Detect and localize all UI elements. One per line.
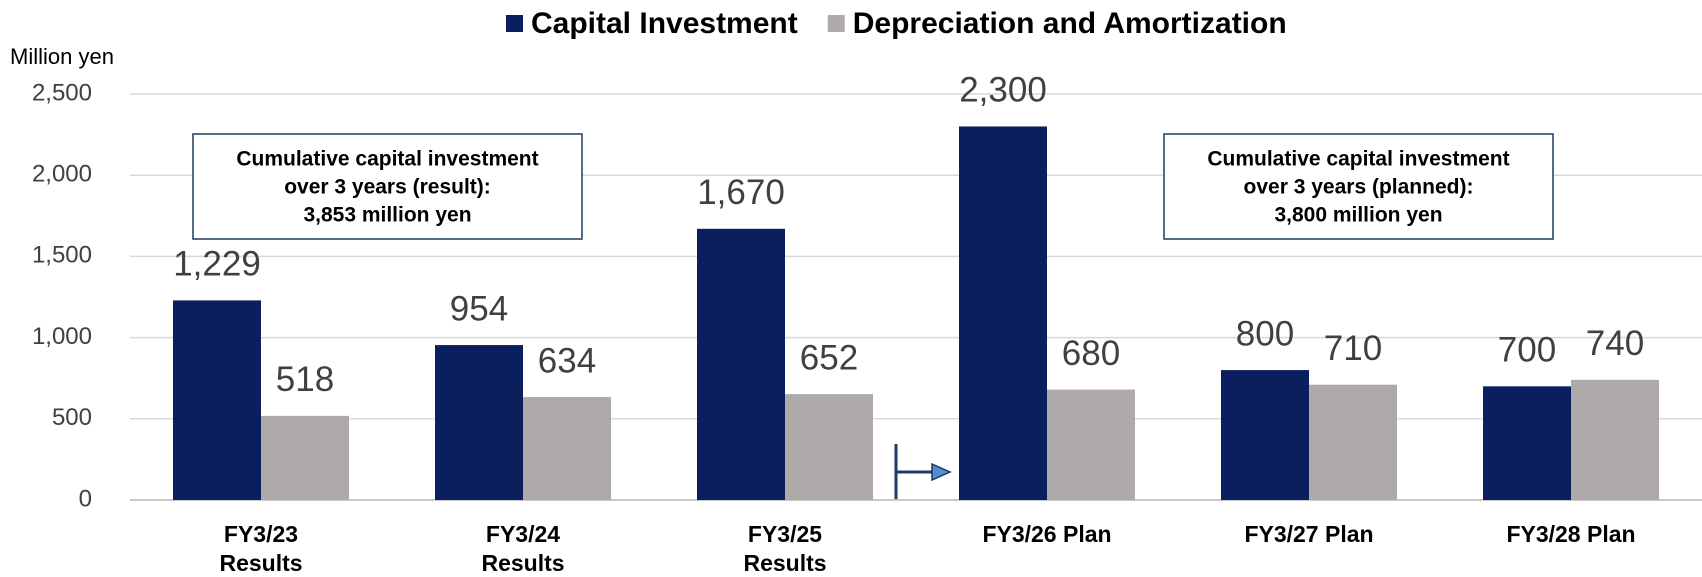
x-tick-label: FY3/27 Plan (1244, 521, 1374, 547)
legend-label: Depreciation and Amortization (853, 7, 1287, 40)
x-tick-label: FY3/25 Results (743, 521, 827, 576)
annotation-text: over 3 years (planned): (1244, 176, 1474, 199)
data-label: 1,670 (697, 173, 785, 212)
y-tick-label: 2,000 (32, 161, 92, 188)
bar (1483, 386, 1571, 500)
bar (697, 228, 785, 501)
bar (1221, 370, 1309, 500)
period-arrow (894, 444, 952, 500)
data-label: 954 (450, 289, 508, 328)
x-tick-label: FY3/24 Results (481, 521, 565, 576)
annotation-text: 3,800 million yen (1274, 204, 1442, 227)
annotation-text: Cumulative capital investment (236, 148, 538, 171)
bar (435, 345, 523, 500)
x-tick-label: FY3/28 Plan (1506, 521, 1636, 547)
bar (1047, 389, 1135, 500)
y-tick-label: 2,500 (32, 79, 92, 106)
data-label: 800 (1236, 314, 1294, 353)
data-label: 710 (1324, 329, 1382, 368)
bar (1309, 384, 1397, 500)
legend-swatch (827, 15, 845, 32)
bar (1571, 379, 1659, 500)
legend-label: Capital Investment (531, 7, 798, 40)
data-label: 652 (800, 338, 858, 377)
annotation-text: 3,853 million yen (303, 204, 471, 227)
bar (261, 415, 349, 500)
data-label: 700 (1498, 331, 1556, 370)
data-label: 1,229 (173, 245, 261, 284)
bar (173, 300, 261, 500)
x-tick-label: FY3/26 Plan (982, 521, 1112, 547)
y-tick-label: 1,000 (32, 323, 92, 350)
annotation-box (192, 133, 583, 240)
y-tick-label: 0 (79, 485, 92, 512)
bar (523, 397, 611, 500)
legend-swatch (506, 15, 523, 32)
annotation-text: Cumulative capital investment (1207, 148, 1509, 171)
annotation-text: over 3 years (result): (284, 176, 491, 199)
annotation-box (1163, 133, 1554, 240)
x-tick-label: FY3/23 Results (219, 521, 303, 576)
bar (959, 126, 1047, 500)
data-label: 518 (276, 360, 334, 399)
data-label: 2,300 (959, 71, 1047, 110)
y-axis-label: Million yen (10, 44, 114, 69)
data-label: 740 (1586, 324, 1644, 363)
y-tick-label: 500 (52, 404, 92, 431)
data-label: 680 (1062, 334, 1120, 373)
data-label: 634 (538, 341, 596, 380)
bar (785, 394, 873, 500)
y-tick-label: 1,500 (32, 242, 92, 269)
